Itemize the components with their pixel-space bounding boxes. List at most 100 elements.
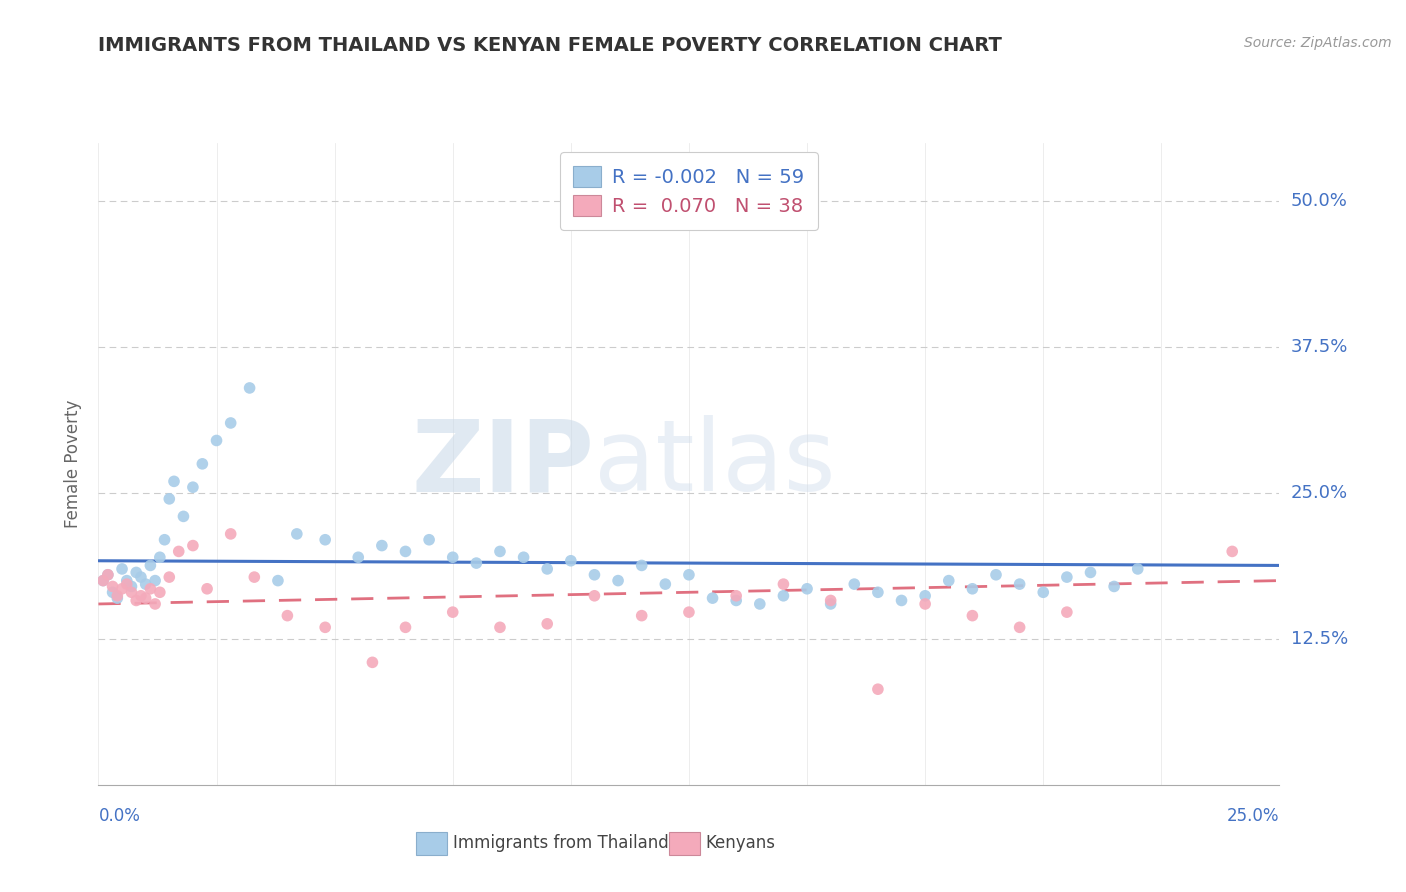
Point [583,567,606,582]
Point [143,597,166,611]
Text: Immigrants from Thailand: Immigrants from Thailand [453,834,668,852]
Point [583,589,606,603]
Point [139,582,162,596]
Point [243,570,266,584]
Point [1008,620,1031,634]
Point [91,574,114,588]
Point [149,585,172,599]
Point [1126,562,1149,576]
Point [418,533,440,547]
Point [678,567,700,582]
Point [607,574,630,588]
Text: 25.0%: 25.0% [1227,807,1279,825]
Point [157,570,180,584]
Y-axis label: Female Poverty: Female Poverty [65,400,83,528]
Point [725,593,748,607]
Point [105,591,128,606]
Point [465,556,488,570]
Point [347,550,370,565]
Point [181,539,204,553]
Text: atlas: atlas [595,416,837,512]
Point [489,544,512,558]
Point [560,554,582,568]
Point [129,570,152,584]
Point [139,558,162,573]
Point [125,593,148,607]
Point [91,574,114,588]
Text: ZIP: ZIP [412,416,595,512]
Point [239,381,262,395]
Point [1056,605,1078,619]
Point [914,597,936,611]
Point [219,416,242,430]
Text: 0.0%: 0.0% [98,807,141,825]
Point [441,550,464,565]
Point [962,582,984,596]
Point [149,550,172,565]
Point [796,582,818,596]
Point [115,574,138,588]
Point [748,597,770,611]
Point [101,585,124,599]
Point [914,589,936,603]
Point [121,585,143,599]
Point [820,597,842,611]
Point [702,591,724,606]
Point [536,616,558,631]
Point [772,589,794,603]
Text: IMMIGRANTS FROM THAILAND VS KENYAN FEMALE POVERTY CORRELATION CHART: IMMIGRANTS FROM THAILAND VS KENYAN FEMAL… [98,36,1002,54]
Point [129,589,152,603]
Point [489,620,512,634]
Point [195,582,218,596]
Point [1032,585,1054,599]
Legend: R = -0.002   N = 59, R =  0.070   N = 38: R = -0.002 N = 59, R = 0.070 N = 38 [560,153,818,230]
Point [276,608,298,623]
Point [181,480,204,494]
Point [1080,566,1102,580]
Point [157,491,180,506]
Point [630,608,652,623]
Point [111,582,134,596]
Point [314,533,336,547]
Point [143,574,166,588]
Text: Source: ZipAtlas.com: Source: ZipAtlas.com [1244,36,1392,50]
Point [371,539,394,553]
Text: 12.5%: 12.5% [1291,630,1348,648]
Point [219,527,242,541]
Point [725,589,748,603]
Point [512,550,534,565]
Point [135,577,157,591]
Point [984,567,1007,582]
Point [101,579,124,593]
Point [938,574,960,588]
Point [205,434,228,448]
Text: 25.0%: 25.0% [1291,484,1348,502]
Point [536,562,558,576]
Point [314,620,336,634]
Text: 50.0%: 50.0% [1291,192,1347,211]
Point [111,562,134,576]
Point [1102,579,1125,593]
Point [1220,544,1243,558]
Point [191,457,214,471]
Point [1008,577,1031,591]
Point [962,608,984,623]
Text: Kenyans: Kenyans [706,834,776,852]
Point [121,579,143,593]
Point [153,533,176,547]
Point [163,475,186,489]
Point [654,577,676,591]
Point [361,656,384,670]
Point [167,544,190,558]
Point [1056,570,1078,584]
Point [678,605,700,619]
Point [135,591,157,606]
Point [441,605,464,619]
Point [115,577,138,591]
Point [844,577,866,591]
Point [125,566,148,580]
Point [172,509,194,524]
Point [866,585,889,599]
Point [97,567,120,582]
Point [105,589,128,603]
